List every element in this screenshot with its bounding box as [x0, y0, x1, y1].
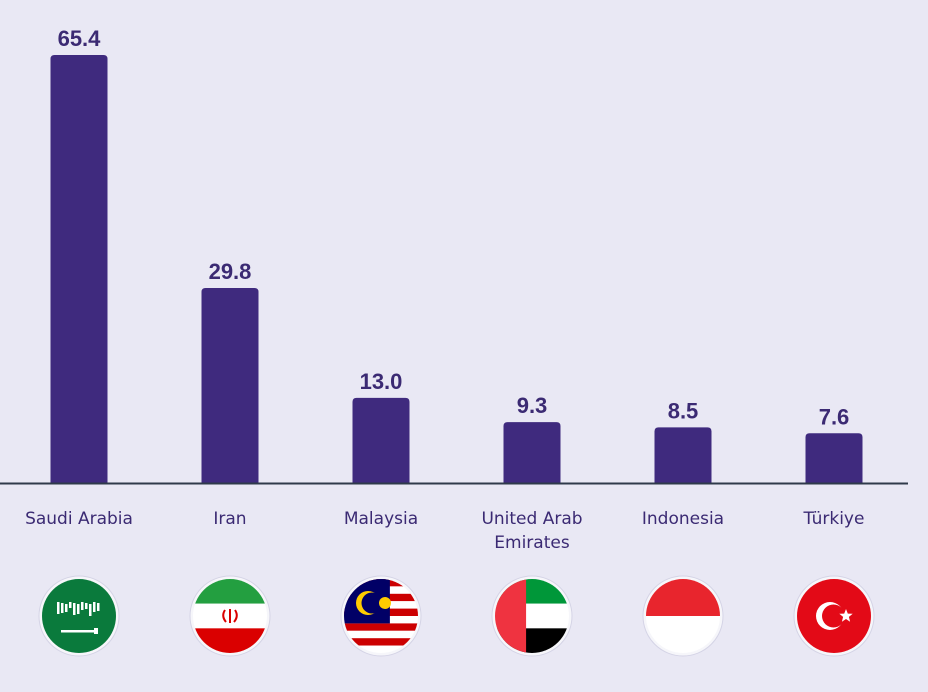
bar-6 [805, 433, 863, 483]
turkiye-flag-icon [797, 579, 871, 653]
value-label-5: 8.5 [668, 398, 699, 423]
category-label-line: Iran [213, 509, 246, 529]
value-label-6: 7.6 [819, 404, 850, 429]
category-label-line: Emirates [494, 533, 570, 553]
category-label-6: Türkiye [803, 509, 865, 529]
iran-flag-icon [193, 579, 267, 653]
category-label-1: Saudi Arabia [25, 509, 133, 529]
bar-1 [50, 55, 108, 483]
category-label-line: Saudi Arabia [25, 509, 133, 529]
value-label-3: 13.0 [360, 369, 403, 394]
category-label-5: Indonesia [642, 509, 724, 529]
category-label-line: Indonesia [642, 509, 724, 529]
category-label-3: Malaysia [344, 509, 418, 529]
uae-flag-icon [495, 579, 569, 653]
saudi-arabia-flag-icon [42, 579, 116, 653]
bar-4 [503, 422, 561, 483]
value-label-4: 9.3 [517, 393, 548, 418]
bar-5 [654, 427, 712, 483]
bar-3 [352, 397, 410, 483]
category-label-2: Iran [213, 509, 246, 529]
malaysia-flag-icon [344, 579, 418, 653]
value-label-1: 65.4 [58, 26, 102, 51]
category-label-line: Malaysia [344, 509, 418, 529]
bar-2 [201, 287, 259, 483]
category-label-4: United Arab Emirates [481, 509, 582, 553]
category-label-line: Türkiye [803, 509, 865, 529]
indonesia-flag-icon [646, 579, 720, 653]
category-label-line: United Arab [481, 509, 582, 529]
value-label-2: 29.8 [209, 259, 252, 284]
